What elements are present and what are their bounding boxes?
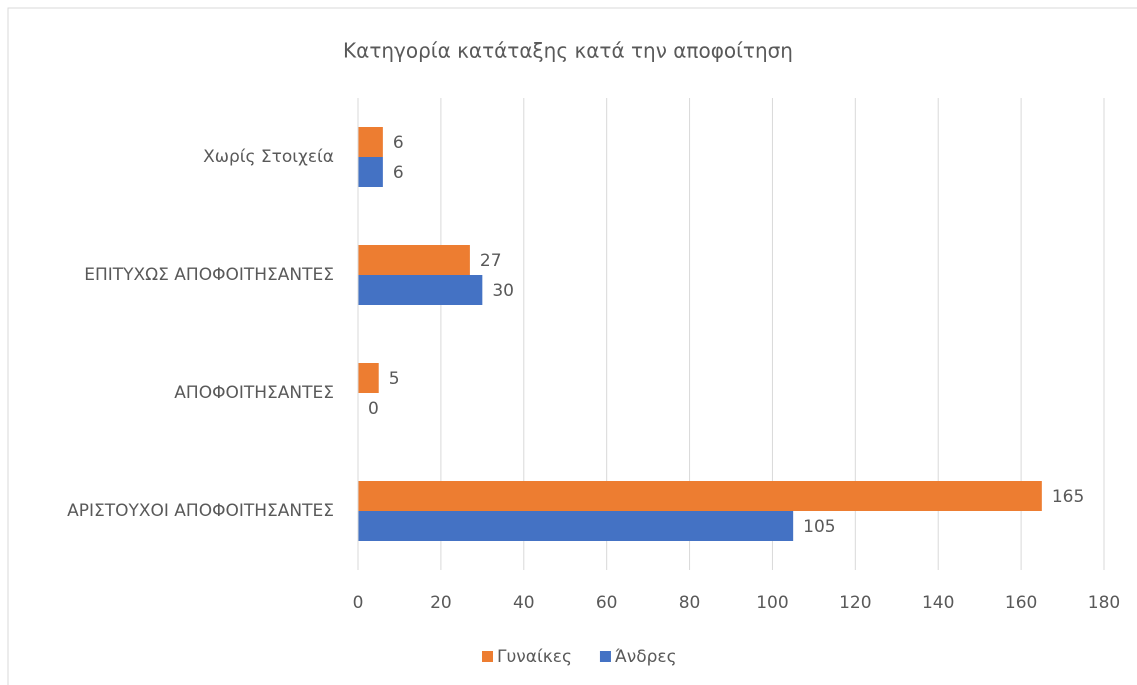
x-tick-label: 180 (1088, 593, 1120, 613)
data-label: 5 (389, 369, 400, 389)
x-tick-label: 60 (596, 593, 618, 613)
data-label: 165 (1052, 487, 1084, 507)
bar (358, 511, 794, 541)
bar (358, 363, 379, 393)
data-label: 30 (492, 281, 514, 301)
legend-swatch (482, 651, 493, 662)
x-tick-label: 100 (756, 593, 788, 613)
bar (358, 481, 1042, 511)
data-label: 6 (393, 163, 404, 183)
bar (358, 245, 470, 275)
data-label: 105 (803, 517, 835, 537)
bar (358, 275, 483, 305)
legend-swatch (599, 651, 611, 662)
data-label: 27 (480, 251, 502, 271)
y-tick-label: ΕΠΙΤΥΧΩΣ ΑΠΟΦΟΙΤΗΣΑΝΤΕΣ (84, 265, 334, 285)
chart-frame (7, 7, 1137, 685)
x-tick-label: 160 (1005, 593, 1037, 613)
x-tick-label: 140 (922, 593, 954, 613)
bar (358, 157, 383, 187)
y-tick-label: ΑΠΟΦΟΙΤΗΣΑΝΤΕΣ (174, 383, 334, 403)
y-tick-label: Χωρίς Στοιχεία (203, 147, 334, 167)
bar (358, 127, 383, 157)
y-tick-label: ΑΡΙΣΤΟΥΧΟΙ ΑΠΟΦΟΙΤΗΣΑΝΤΕΣ (67, 501, 334, 521)
legend-label: Γυναίκες (497, 647, 572, 667)
data-label: 0 (368, 399, 379, 419)
x-tick-label: 20 (430, 593, 452, 613)
chart-title: Κατηγορία κατάταξης κατά την αποφοίτηση (343, 39, 793, 63)
x-tick-label: 80 (679, 593, 701, 613)
x-tick-label: 40 (513, 593, 535, 613)
x-tick-label: 0 (353, 593, 364, 613)
data-label: 6 (393, 133, 404, 153)
x-tick-label: 120 (839, 593, 871, 613)
legend-label: Άνδρες (615, 647, 677, 667)
